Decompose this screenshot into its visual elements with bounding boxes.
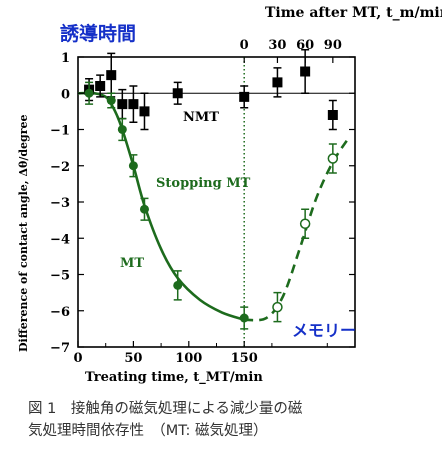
x-tick-label: 0 bbox=[73, 351, 82, 366]
mt-point bbox=[84, 88, 94, 98]
nmt-point bbox=[272, 77, 283, 88]
mt-point bbox=[139, 204, 149, 214]
stopping-point bbox=[327, 153, 339, 164]
x-tick-label: 100 bbox=[175, 351, 202, 366]
nmt-point bbox=[128, 99, 139, 110]
top-tick-label: 30 bbox=[268, 38, 286, 53]
top-axis-label: Time after MT, t_m/min bbox=[265, 5, 442, 21]
y-tick-label: 0 bbox=[61, 87, 70, 102]
y-axis-label: Difference of contact angle, Δθ/degree bbox=[17, 114, 30, 352]
annotation-nmt: NMT bbox=[183, 110, 219, 125]
top-tick-label: 90 bbox=[324, 38, 342, 53]
mt-point bbox=[239, 313, 249, 323]
annotation-induction-time: 誘導時間 bbox=[60, 22, 136, 45]
stopping-point bbox=[272, 301, 283, 313]
x-axis-ticks: 0 50 100 150 bbox=[73, 341, 328, 366]
nmt-point bbox=[327, 110, 338, 120]
caption-line-1: 図 1 接触角の磁気処理による減少量の磁 bbox=[28, 401, 303, 417]
y-tick-label: −6 bbox=[50, 305, 70, 320]
mt-point bbox=[173, 280, 183, 290]
nmt-point bbox=[172, 88, 183, 99]
nmt-point bbox=[139, 106, 150, 117]
stopping-point bbox=[299, 218, 311, 229]
x-axis-label: Treating time, t_MT/min bbox=[85, 370, 263, 385]
mt-fit-curve bbox=[77, 91, 245, 322]
mt-point bbox=[128, 161, 138, 171]
top-tick-label: 0 bbox=[240, 38, 249, 53]
annotation-stopping-mt: Stopping MT bbox=[156, 176, 251, 191]
nmt-point bbox=[239, 91, 250, 102]
nmt-point bbox=[300, 66, 311, 77]
mt-point bbox=[106, 96, 116, 105]
contact-angle-chart: 0 50 100 150 10−1−2−3−4−5−6−7 0 30 60 90 誘導時間 … bbox=[17, 5, 442, 385]
stopping-fit-curve bbox=[244, 136, 351, 322]
y-tick-label: −5 bbox=[50, 269, 70, 284]
y-axis-ticks: 1 0 −1 −2 −3 −4 −5 −6 −7 bbox=[50, 51, 355, 356]
nmt-point bbox=[106, 70, 117, 81]
figure-caption: 図 1 接触角の磁気処理による減少量の磁 気処理時間依存性 （MT: 磁気処理） bbox=[28, 398, 428, 442]
y-tick-label: −1 bbox=[50, 124, 70, 139]
data-series bbox=[84, 49, 339, 330]
nmt-point bbox=[117, 99, 128, 110]
y-tick-label: −7 bbox=[50, 341, 70, 356]
top-axis-ticks: 0 30 60 90 bbox=[240, 38, 342, 63]
x-tick-label: 50 bbox=[124, 351, 142, 366]
y-tick-label: 1 bbox=[61, 51, 70, 66]
y-tick-label: −4 bbox=[50, 232, 70, 247]
top-tick-label: 60 bbox=[296, 38, 314, 53]
annotation-memory: メモリー bbox=[292, 321, 356, 340]
y-tick-label: −3 bbox=[50, 196, 70, 211]
annotation-mt: MT bbox=[120, 256, 144, 271]
y-tick-label: −2 bbox=[50, 160, 70, 175]
nmt-point bbox=[95, 81, 106, 91]
mt-point bbox=[117, 125, 127, 134]
x-tick-label: 150 bbox=[231, 351, 258, 366]
caption-line-2: 気処理時間依存性 （MT: 磁気処理） bbox=[28, 423, 268, 439]
